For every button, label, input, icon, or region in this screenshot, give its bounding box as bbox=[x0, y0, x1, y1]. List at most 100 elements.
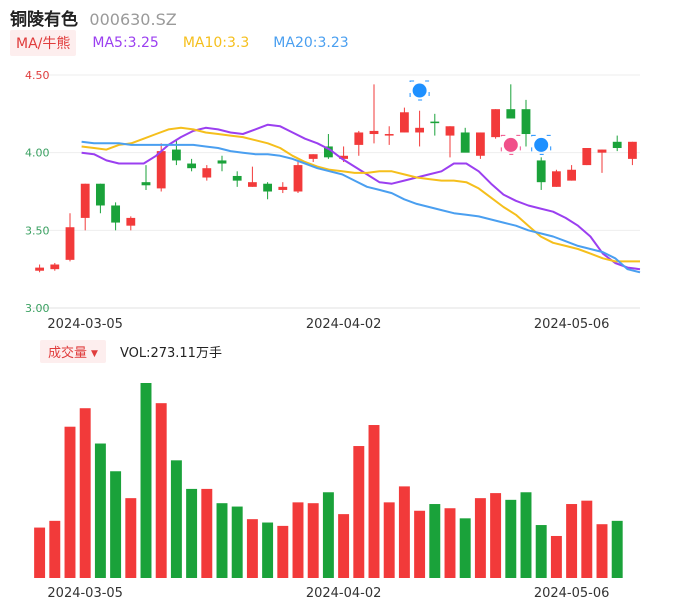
volume-bar bbox=[520, 492, 532, 578]
volume-bar bbox=[414, 510, 426, 578]
candle-body bbox=[126, 217, 136, 226]
volume-bar bbox=[505, 499, 517, 578]
ma20-legend: MA20:3.23 bbox=[273, 35, 349, 51]
candle-body bbox=[582, 148, 592, 166]
candlestick bbox=[384, 126, 394, 145]
marker-disc bbox=[503, 137, 518, 152]
volume-value: VOL:273.11万手 bbox=[119, 345, 222, 361]
candlestick bbox=[597, 149, 607, 173]
volume-bar bbox=[216, 503, 228, 578]
volume-bar bbox=[444, 508, 456, 578]
candle-body bbox=[430, 121, 440, 124]
volume-bar bbox=[611, 520, 623, 578]
volume-bar bbox=[596, 524, 608, 578]
x-tick-label: 2024-03-05 bbox=[47, 317, 123, 332]
y-tick-label: 4.50 bbox=[25, 69, 50, 82]
volume-bar bbox=[550, 535, 562, 578]
candlestick bbox=[399, 107, 409, 133]
candlestick bbox=[582, 148, 592, 166]
candlestick bbox=[308, 154, 318, 162]
volume-bar bbox=[338, 514, 350, 578]
volume-bar bbox=[398, 486, 410, 578]
bull-marker-icon bbox=[500, 134, 521, 155]
candlestick bbox=[567, 165, 577, 181]
candlestick bbox=[202, 165, 212, 181]
price-grid bbox=[32, 74, 640, 309]
candlestick bbox=[460, 127, 470, 153]
volume-bar bbox=[201, 488, 213, 578]
candlestick bbox=[475, 132, 485, 159]
candlestick bbox=[506, 84, 516, 119]
candlestick bbox=[354, 130, 364, 156]
candle-body bbox=[293, 165, 303, 192]
volume-bar bbox=[566, 504, 578, 578]
candle-body bbox=[627, 141, 637, 159]
volume-x-tick-label: 2024-04-02 bbox=[306, 586, 382, 601]
candle-body bbox=[597, 149, 607, 153]
volume-bar bbox=[49, 520, 61, 578]
volume-bar bbox=[246, 519, 258, 578]
candlestick bbox=[627, 141, 637, 166]
volume-bar bbox=[94, 443, 106, 578]
x-tick-label: 2024-04-02 bbox=[306, 317, 382, 332]
volume-bars bbox=[34, 383, 623, 578]
candlestick bbox=[187, 158, 197, 172]
candle-body bbox=[612, 141, 622, 149]
candle-body bbox=[399, 112, 409, 133]
volume-bar bbox=[140, 383, 152, 578]
y-tick-label: 3.50 bbox=[25, 224, 50, 237]
volume-bar bbox=[383, 502, 395, 578]
volume-bar bbox=[368, 425, 380, 578]
caret-down-icon: ▼ bbox=[91, 348, 98, 359]
volume-bar bbox=[490, 493, 502, 578]
volume-bar bbox=[459, 518, 471, 578]
bear-marker-icon bbox=[531, 134, 552, 155]
volume-bar bbox=[429, 504, 441, 578]
candle-body bbox=[551, 171, 561, 187]
volume-axis: 2024-03-05 2024-04-02 2024-05-06 bbox=[47, 586, 609, 601]
volume-indicator-dropdown[interactable]: 成交量 ▼ bbox=[40, 339, 106, 363]
volume-toggle-label: 成交量 bbox=[48, 345, 88, 361]
candle-body bbox=[308, 154, 318, 159]
stock-name: 铜陵有色 bbox=[10, 10, 78, 30]
candlestick bbox=[278, 182, 288, 194]
candle-body bbox=[80, 183, 90, 218]
price-axis: 4.50 4.00 3.50 3.00 2024-03-05 2024-04-02 2024… bbox=[25, 69, 609, 332]
candle-body bbox=[339, 155, 349, 159]
candlestick bbox=[111, 202, 121, 231]
candle-body bbox=[323, 146, 333, 158]
moving-average-lines bbox=[81, 123, 641, 274]
candle-body bbox=[506, 109, 516, 119]
signal-markers bbox=[409, 80, 552, 155]
stock-title: 铜陵有色 000630.SZ bbox=[10, 5, 177, 30]
candle-body bbox=[475, 132, 485, 156]
ma-indicator-toggle[interactable]: MA/牛熊 bbox=[10, 30, 77, 56]
volume-bar bbox=[155, 403, 167, 578]
volume-bar bbox=[292, 502, 304, 578]
candlestick bbox=[612, 135, 622, 152]
candle-body bbox=[156, 151, 166, 189]
candle-body bbox=[354, 132, 364, 145]
candlestick bbox=[247, 166, 257, 187]
candle-body bbox=[278, 186, 288, 190]
stock-code: 000630.SZ bbox=[89, 10, 177, 29]
candlestick bbox=[491, 109, 501, 139]
volume-bar bbox=[353, 446, 365, 578]
marker-frame bbox=[531, 134, 552, 155]
volume-x-tick-label: 2024-05-06 bbox=[534, 586, 610, 601]
candlestick bbox=[141, 165, 151, 190]
volume-bar bbox=[34, 527, 46, 578]
candlestick bbox=[430, 113, 440, 136]
y-tick-label: 3.00 bbox=[25, 302, 50, 315]
candlestick bbox=[35, 264, 45, 273]
y-tick-label: 4.00 bbox=[25, 147, 50, 160]
volume-bar bbox=[322, 492, 334, 578]
volume-bar bbox=[64, 426, 76, 578]
candlestick bbox=[263, 182, 273, 200]
candle-body bbox=[232, 175, 242, 181]
candle-body bbox=[202, 168, 212, 178]
candle-body bbox=[35, 267, 45, 271]
volume-bar bbox=[186, 488, 198, 578]
ma10-line bbox=[81, 126, 640, 263]
